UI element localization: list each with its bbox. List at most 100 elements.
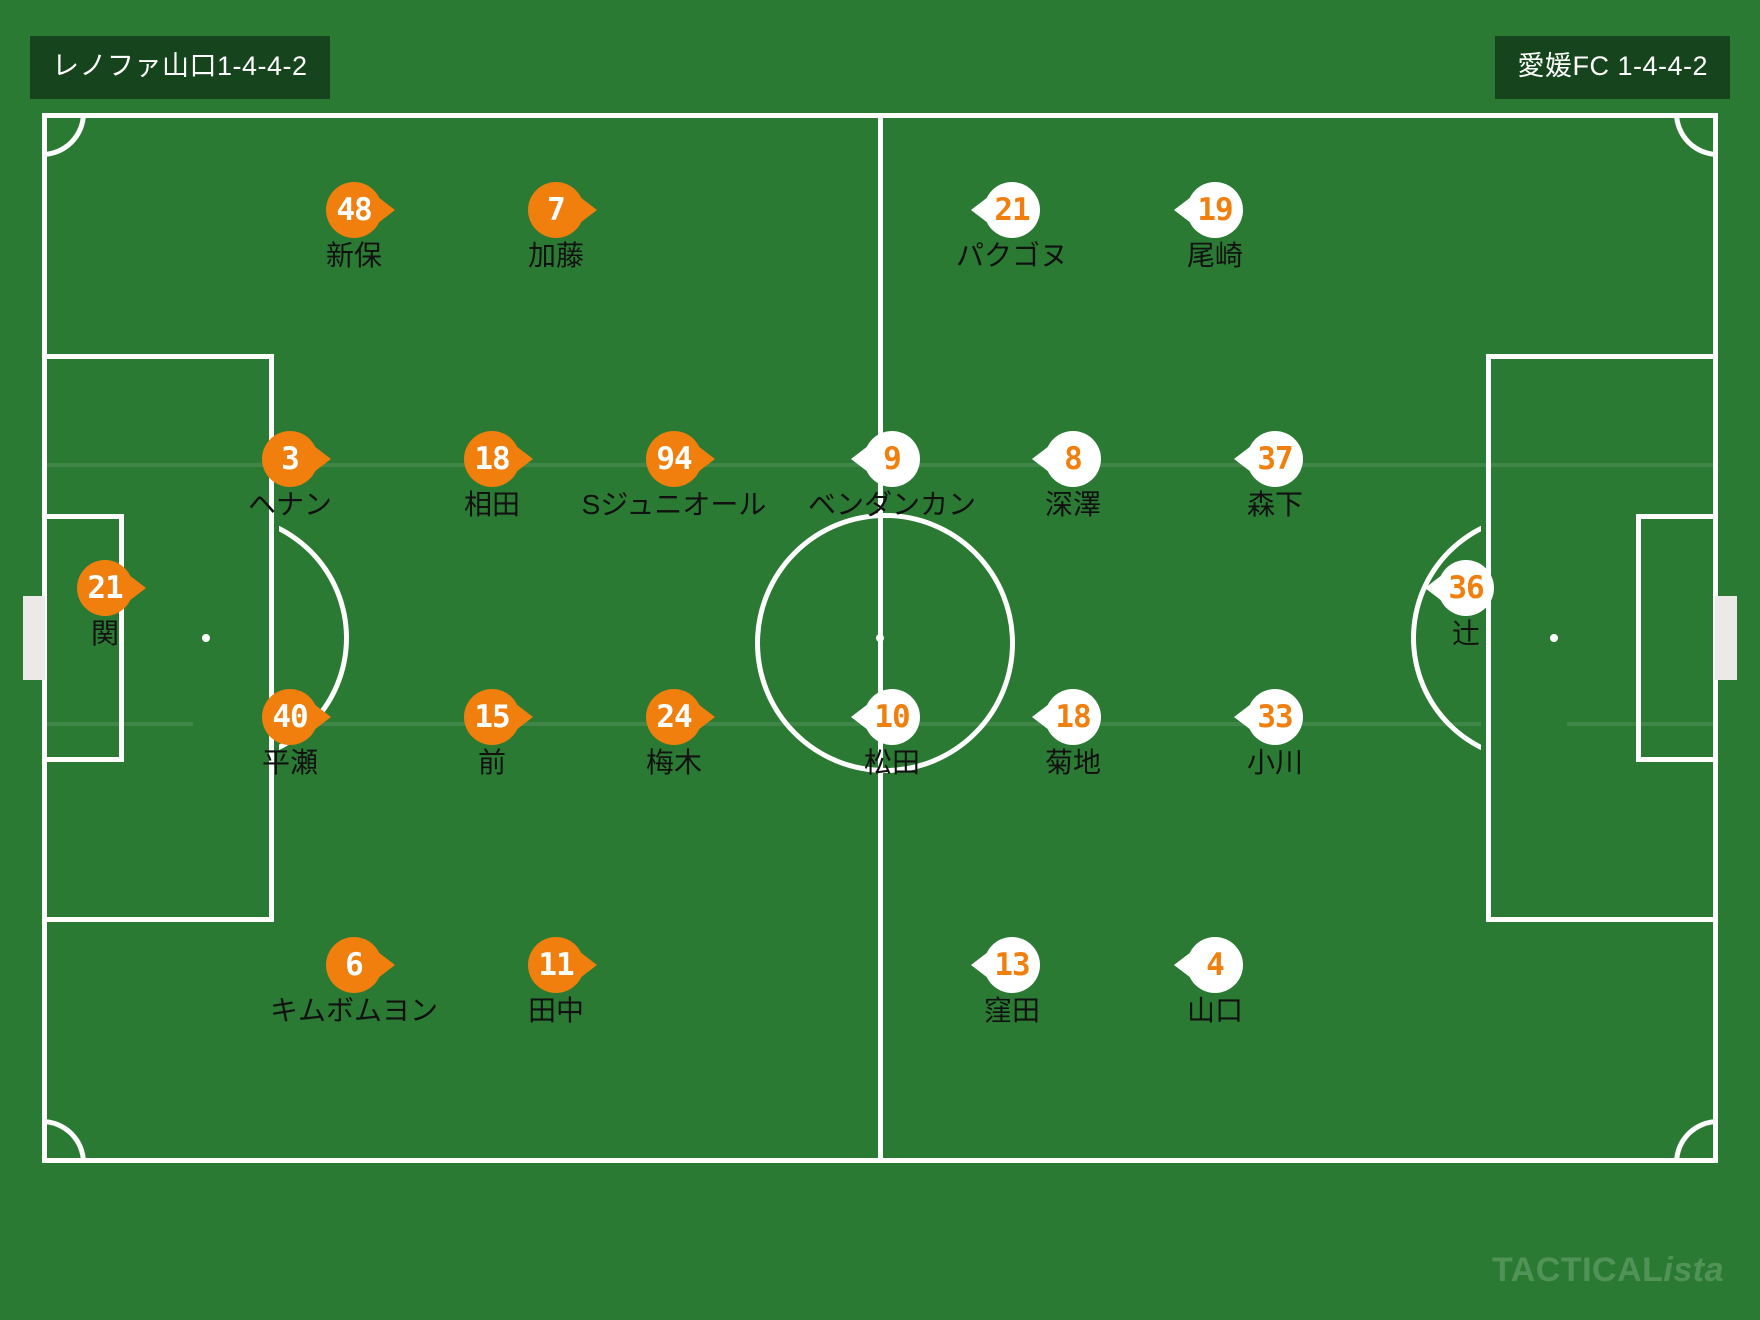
watermark-main: TACTICAL: [1491, 1251, 1664, 1289]
player-number: 15: [464, 689, 533, 745]
player-number: 3: [262, 431, 331, 487]
player-marker[interactable]: 48 新保: [326, 182, 395, 270]
player-number: 10: [851, 689, 920, 745]
goal-area-left: [42, 514, 124, 762]
player-name: 加藤: [527, 240, 585, 271]
direction-arrow-icon: [580, 197, 597, 223]
tacticalista-watermark: TACTICALista: [1492, 1251, 1724, 1290]
player-name: 森下: [1246, 489, 1304, 520]
player-number: 19: [1174, 182, 1243, 238]
corner-arc-bottom-left: [42, 1119, 86, 1163]
penalty-area-left: [42, 354, 274, 922]
player-name: 小川: [1246, 747, 1304, 778]
player-name: 相田: [463, 489, 521, 520]
goal-right: [1715, 596, 1737, 680]
player-number: 13: [971, 937, 1040, 993]
player-name: 田中: [527, 995, 585, 1026]
player-number: 24: [646, 689, 715, 745]
player-name: パクゴヌ: [955, 240, 1069, 271]
player-name: 山口: [1186, 995, 1244, 1026]
player-number: 7: [528, 182, 597, 238]
player-number: 18: [1032, 689, 1101, 745]
goal-left: [23, 596, 45, 680]
player-name: ベンダンカン: [807, 489, 977, 520]
corner-arc-top-right: [1674, 113, 1718, 157]
direction-arrow-icon: [971, 952, 988, 978]
direction-arrow-icon: [698, 446, 715, 472]
player-marker[interactable]: 18 菊地: [1032, 689, 1101, 777]
player-marker[interactable]: 3 ヘナン: [248, 431, 332, 519]
player-number: 33: [1234, 689, 1303, 745]
player-number: 18: [464, 431, 533, 487]
player-number: 37: [1234, 431, 1303, 487]
direction-arrow-icon: [378, 197, 395, 223]
player-name: Sジュニオール: [581, 489, 767, 520]
player-marker[interactable]: 9 ベンダンカン: [808, 431, 976, 519]
direction-arrow-icon: [1174, 952, 1191, 978]
player-number: 40: [262, 689, 331, 745]
player-number: 6: [326, 937, 395, 993]
corner-arc-top-left: [42, 113, 86, 157]
direction-arrow-icon: [314, 446, 331, 472]
player-marker[interactable]: 33 小川: [1234, 689, 1303, 777]
player-marker[interactable]: 36 辻: [1425, 560, 1494, 648]
player-marker[interactable]: 8 深澤: [1032, 431, 1101, 519]
player-marker[interactable]: 13 窪田: [971, 937, 1040, 1025]
direction-arrow-icon: [516, 704, 533, 730]
home-team-label: レノファ山口1-4-4-2: [30, 36, 330, 99]
center-circle: [755, 513, 1015, 773]
direction-arrow-icon: [1174, 197, 1191, 223]
player-marker[interactable]: 24 梅木: [646, 689, 715, 777]
player-marker[interactable]: 18 相田: [464, 431, 533, 519]
penalty-area-right: [1486, 354, 1718, 922]
player-number: 21: [77, 560, 146, 616]
player-number: 4: [1174, 937, 1243, 993]
penalty-spot-right: [1550, 634, 1558, 642]
player-marker[interactable]: 11 田中: [528, 937, 597, 1025]
player-name: 関: [90, 618, 120, 649]
player-marker[interactable]: 6 キムボムヨン: [270, 937, 438, 1025]
direction-arrow-icon: [1032, 446, 1049, 472]
player-marker[interactable]: 94 Sジュニオール: [582, 431, 766, 519]
player-name: 菊地: [1044, 747, 1102, 778]
pitch: [23, 113, 1737, 1163]
player-marker[interactable]: 40 平瀬: [262, 689, 331, 777]
player-name: 窪田: [983, 995, 1041, 1026]
player-number: 11: [528, 937, 597, 993]
direction-arrow-icon: [851, 446, 868, 472]
player-name: ヘナン: [247, 489, 333, 520]
player-marker[interactable]: 37 森下: [1234, 431, 1303, 519]
player-marker[interactable]: 15 前: [464, 689, 533, 777]
player-marker[interactable]: 21 パクゴヌ: [956, 182, 1068, 270]
direction-arrow-icon: [516, 446, 533, 472]
player-name: 深澤: [1044, 489, 1102, 520]
player-marker[interactable]: 4 山口: [1174, 937, 1243, 1025]
direction-arrow-icon: [971, 197, 988, 223]
away-team-label: 愛媛FC 1-4-4-2: [1495, 36, 1730, 99]
direction-arrow-icon: [1425, 575, 1442, 601]
player-number: 48: [326, 182, 395, 238]
player-name: 新保: [325, 240, 383, 271]
penalty-spot-left: [202, 634, 210, 642]
player-marker[interactable]: 10 松田: [851, 689, 920, 777]
direction-arrow-icon: [698, 704, 715, 730]
player-name: 梅木: [645, 747, 703, 778]
player-marker[interactable]: 19 尾崎: [1174, 182, 1243, 270]
goal-area-right: [1636, 514, 1718, 762]
direction-arrow-icon: [314, 704, 331, 730]
player-marker[interactable]: 7 加藤: [528, 182, 597, 270]
center-spot: [876, 634, 884, 642]
direction-arrow-icon: [1234, 446, 1251, 472]
player-number: 8: [1032, 431, 1101, 487]
player-number: 21: [971, 182, 1040, 238]
direction-arrow-icon: [851, 704, 868, 730]
player-number: 9: [851, 431, 920, 487]
direction-arrow-icon: [1234, 704, 1251, 730]
player-name: キムボムヨン: [269, 995, 439, 1026]
direction-arrow-icon: [1032, 704, 1049, 730]
player-marker[interactable]: 21 関: [77, 560, 146, 648]
direction-arrow-icon: [378, 952, 395, 978]
player-name: 辻: [1451, 618, 1481, 649]
direction-arrow-icon: [129, 575, 146, 601]
